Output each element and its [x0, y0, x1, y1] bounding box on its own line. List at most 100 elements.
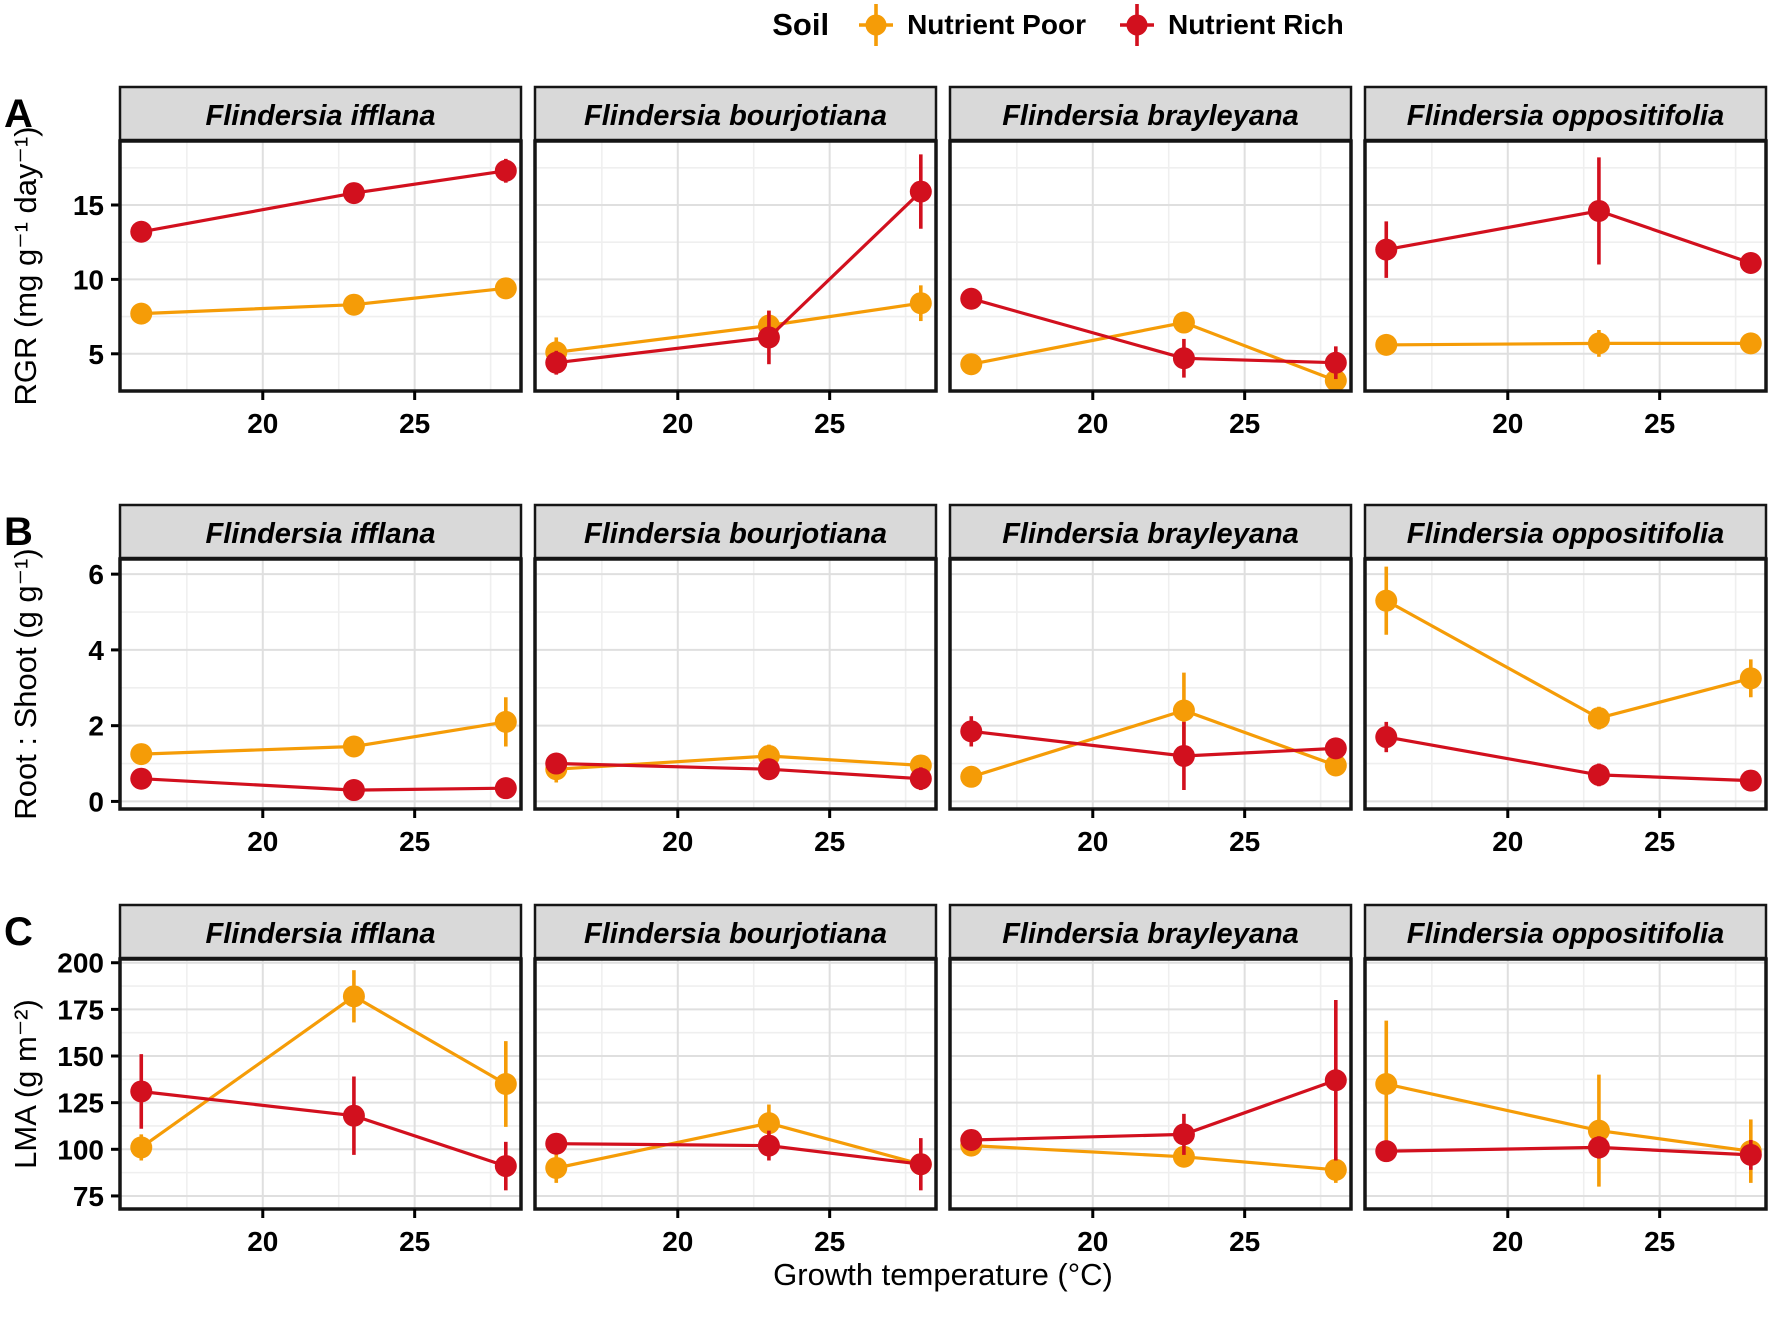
- data-point: [1172, 1145, 1195, 1168]
- data-point: [1324, 737, 1347, 760]
- data-point: [1324, 351, 1347, 374]
- data-point: [342, 293, 365, 316]
- facet-panel: 20 25 Flindersia oppositifolia: [1363, 85, 1768, 435]
- data-point: [130, 767, 153, 790]
- panel-background: [535, 959, 936, 1209]
- data-point: [494, 777, 517, 800]
- legend-item: Nutrient Rich: [1116, 2, 1344, 48]
- data-point: [757, 1134, 780, 1157]
- facet-panel: 20 25 Flindersia ifflana: [118, 903, 523, 1253]
- x-tick-label: 25: [1644, 826, 1675, 853]
- data-point: [342, 182, 365, 205]
- data-point: [1739, 769, 1762, 792]
- facet-panel: 20 25 Flindersia brayleyana: [948, 85, 1353, 435]
- series-line: [1386, 341, 1751, 347]
- x-tick-label: 25: [399, 408, 430, 435]
- data-point: [1375, 1140, 1398, 1163]
- facet-strip: [533, 503, 938, 560]
- data-point: [130, 220, 153, 243]
- data-point: [130, 1080, 153, 1103]
- data-point: [909, 1153, 932, 1176]
- facet-title: Flindersia brayleyana: [1002, 100, 1299, 132]
- data-point: [960, 720, 983, 743]
- x-tick-label: 20: [662, 408, 693, 435]
- data-point: [960, 1128, 983, 1151]
- facet-strip: [1363, 85, 1768, 142]
- data-point: [1375, 333, 1398, 356]
- legend-item-label: Nutrient Rich: [1167, 9, 1344, 40]
- legend-item: Nutrient Poor: [855, 2, 1086, 48]
- pointrange-key-icon: [859, 4, 894, 46]
- data-point: [342, 779, 365, 802]
- panel-background: [950, 959, 1351, 1209]
- facet-title: Flindersia oppositifolia: [1407, 918, 1724, 950]
- x-tick-label: 20: [662, 826, 693, 853]
- y-tick-label: 100: [57, 1134, 104, 1165]
- data-point: [342, 735, 365, 758]
- data-point: [494, 710, 517, 733]
- data-point: [494, 1073, 517, 1095]
- data-point: [342, 985, 365, 1008]
- data-point: [1739, 252, 1762, 275]
- x-tick-label: 25: [814, 408, 845, 435]
- facet-panel: 20 25 Flindersia ifflana: [118, 503, 523, 853]
- data-point: [1587, 763, 1610, 786]
- x-tick-label: 20: [1492, 826, 1523, 853]
- data-point: [960, 765, 983, 788]
- data-point: [909, 767, 932, 790]
- data-point: [909, 292, 932, 315]
- facet-title: Flindersia bourjotiana: [584, 100, 887, 132]
- x-tick-label: 25: [1644, 1226, 1675, 1253]
- x-tick-label: 20: [247, 408, 278, 435]
- row-letter: A: [4, 92, 33, 136]
- data-point: [494, 159, 517, 182]
- data-point: [494, 277, 517, 300]
- data-point: [1324, 1158, 1347, 1181]
- data-point: [757, 1112, 780, 1135]
- y-axis-label: LMA (g m⁻²): [8, 999, 43, 1169]
- data-point: [1739, 332, 1762, 355]
- facet-panel: 20 25 Flindersia ifflana: [118, 85, 523, 435]
- facet-strip: [948, 85, 1353, 142]
- facet-title: Flindersia ifflana: [206, 100, 436, 132]
- panel-background: [120, 959, 521, 1209]
- data-point: [494, 1155, 517, 1178]
- data-point: [909, 180, 932, 203]
- y-tick-label: 4: [88, 635, 104, 666]
- y-axis-label: Root : Shoot (g g⁻¹): [8, 548, 43, 819]
- facet-panel: 20 25 Flindersia bourjotiana: [533, 85, 938, 435]
- x-tick-label: 25: [1229, 1226, 1260, 1253]
- facet-title: Flindersia ifflana: [206, 918, 436, 950]
- x-tick-label: 25: [399, 826, 430, 853]
- x-tick-label: 20: [1077, 1226, 1108, 1253]
- facet-panel: 20 25 Flindersia oppositifolia: [1363, 903, 1768, 1253]
- data-point: [1375, 238, 1398, 261]
- data-point: [1587, 1136, 1610, 1159]
- facet-title: Flindersia brayleyana: [1002, 518, 1299, 550]
- data-point: [757, 326, 780, 349]
- data-point: [1587, 1119, 1610, 1142]
- data-point: [1172, 311, 1195, 334]
- panel-background: [950, 559, 1351, 809]
- data-point: [1324, 754, 1347, 777]
- data-point: [1587, 707, 1610, 730]
- facet-strip: [1363, 903, 1768, 960]
- x-tick-label: 25: [1229, 408, 1260, 435]
- x-tick-label: 20: [247, 1226, 278, 1253]
- facet-title: Flindersia oppositifolia: [1407, 518, 1724, 550]
- y-tick-label: 125: [57, 1088, 104, 1119]
- facet-title: Flindersia ifflana: [206, 518, 436, 550]
- data-point: [1172, 744, 1195, 767]
- x-tick-label: 25: [399, 1226, 430, 1253]
- data-point: [1324, 1069, 1347, 1092]
- pointrange-key-icon: [1119, 4, 1154, 46]
- data-point: [130, 1136, 153, 1159]
- facet-strip: [1363, 503, 1768, 560]
- facet-strip: [533, 903, 938, 960]
- data-point: [1172, 699, 1195, 722]
- data-point: [130, 743, 153, 766]
- x-tick-label: 20: [247, 826, 278, 853]
- x-tick-label: 20: [1492, 1226, 1523, 1253]
- data-point: [1324, 369, 1347, 392]
